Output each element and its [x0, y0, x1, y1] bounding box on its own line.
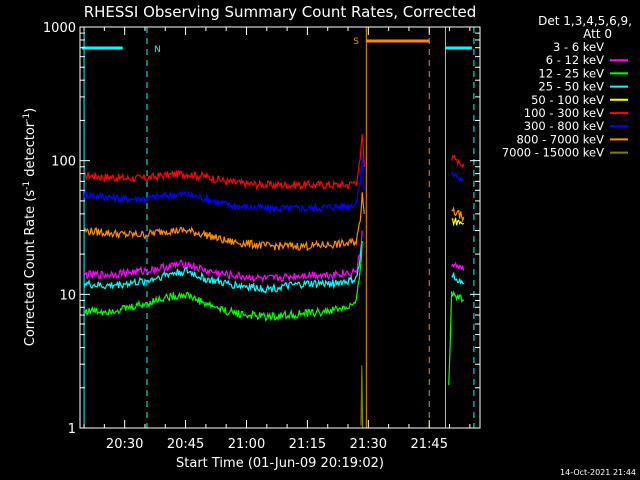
- y-axis-label-sup2: -1: [22, 113, 32, 122]
- legend-label: 100 - 300 keV: [524, 106, 604, 120]
- x-tick-label: 21:00: [228, 437, 265, 452]
- y-axis-label-end: ): [23, 108, 38, 113]
- y-tick-label: 1: [68, 422, 76, 437]
- y-tick-label: 100: [51, 155, 76, 170]
- series-line: [451, 206, 465, 223]
- legend-label: 50 - 100 keV: [531, 93, 604, 107]
- y-axis: 1 10 100 1000: [43, 21, 480, 437]
- legend-label: 3 - 6 keV: [553, 40, 604, 54]
- series-line: [451, 171, 465, 183]
- series-line: [451, 272, 464, 285]
- series-line: [83, 241, 363, 323]
- y-tick-label: 10: [59, 288, 76, 303]
- y-axis-label-mid: detector: [23, 121, 38, 181]
- legend-label: 25 - 50 keV: [538, 80, 604, 94]
- legend-label: 6 - 12 keV: [546, 53, 604, 67]
- series-line: [451, 217, 465, 227]
- x-axis: 20:30 20:45 21:00 21:15 21:30 21:45: [83, 27, 471, 452]
- y-tick-label: 1000: [43, 21, 76, 36]
- series-line: [451, 154, 465, 169]
- y-axis-label-main: Corrected Count Rate (s: [23, 190, 38, 347]
- night-label: N: [154, 45, 161, 55]
- series-line: [83, 241, 363, 294]
- x-axis-label: Start Time (01-Jun-09 20:19:02): [176, 456, 384, 471]
- x-tick-label: 21:30: [350, 437, 387, 452]
- x-tick-label: 20:45: [167, 437, 204, 452]
- legend-label: 800 - 7000 keV: [516, 132, 604, 146]
- series-line: [83, 134, 365, 191]
- series-line: [448, 290, 465, 386]
- series-line: [360, 365, 364, 429]
- x-tick-label: 21:45: [411, 437, 448, 452]
- plot-area: NS: [82, 27, 475, 429]
- legend-header-1: Det 1,3,4,5,6,9,: [538, 14, 632, 28]
- x-tick-label: 21:15: [289, 437, 326, 452]
- legend-header-2: Att 0: [583, 27, 612, 41]
- legend-label: 300 - 800 keV: [524, 119, 604, 133]
- series-line: [83, 157, 365, 214]
- footer-timestamp: 14-Oct-2021 21:44: [560, 468, 636, 477]
- legend-label: 7000 - 15000 keV: [502, 146, 604, 160]
- x-tick-label: 20:30: [106, 437, 143, 452]
- plot-frame: [79, 26, 481, 429]
- series-line: [83, 192, 365, 252]
- series-line: [451, 261, 465, 271]
- chart-title: RHESSI Observing Summary Count Rates, Co…: [84, 3, 477, 21]
- legend-label: 12 - 25 keV: [538, 66, 604, 80]
- y-axis-label-sup1: -1: [22, 181, 32, 190]
- saa-label: S: [353, 37, 359, 47]
- y-axis-label: Corrected Count Rate (s-1 detector-1): [22, 108, 38, 346]
- series-line: [83, 230, 363, 283]
